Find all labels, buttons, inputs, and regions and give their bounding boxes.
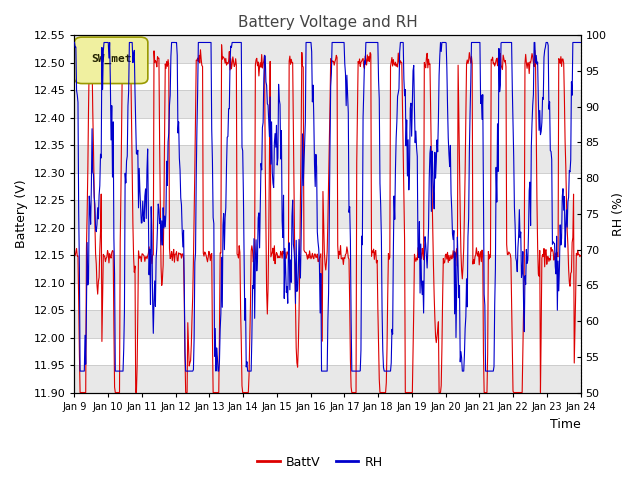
Bar	[74, 310, 580, 337]
Title: Battery Voltage and RH: Battery Voltage and RH	[237, 15, 417, 30]
Y-axis label: Battery (V): Battery (V)	[15, 180, 28, 248]
Bar	[74, 90, 580, 118]
Y-axis label: RH (%): RH (%)	[612, 192, 625, 236]
Legend: BattV, RH: BattV, RH	[252, 451, 388, 474]
Bar	[74, 365, 580, 393]
Bar	[74, 145, 580, 173]
Text: SW_met: SW_met	[91, 54, 132, 64]
FancyBboxPatch shape	[74, 37, 148, 84]
Bar	[74, 36, 580, 63]
X-axis label: Time: Time	[550, 418, 580, 431]
Bar	[74, 255, 580, 283]
Bar	[74, 200, 580, 228]
